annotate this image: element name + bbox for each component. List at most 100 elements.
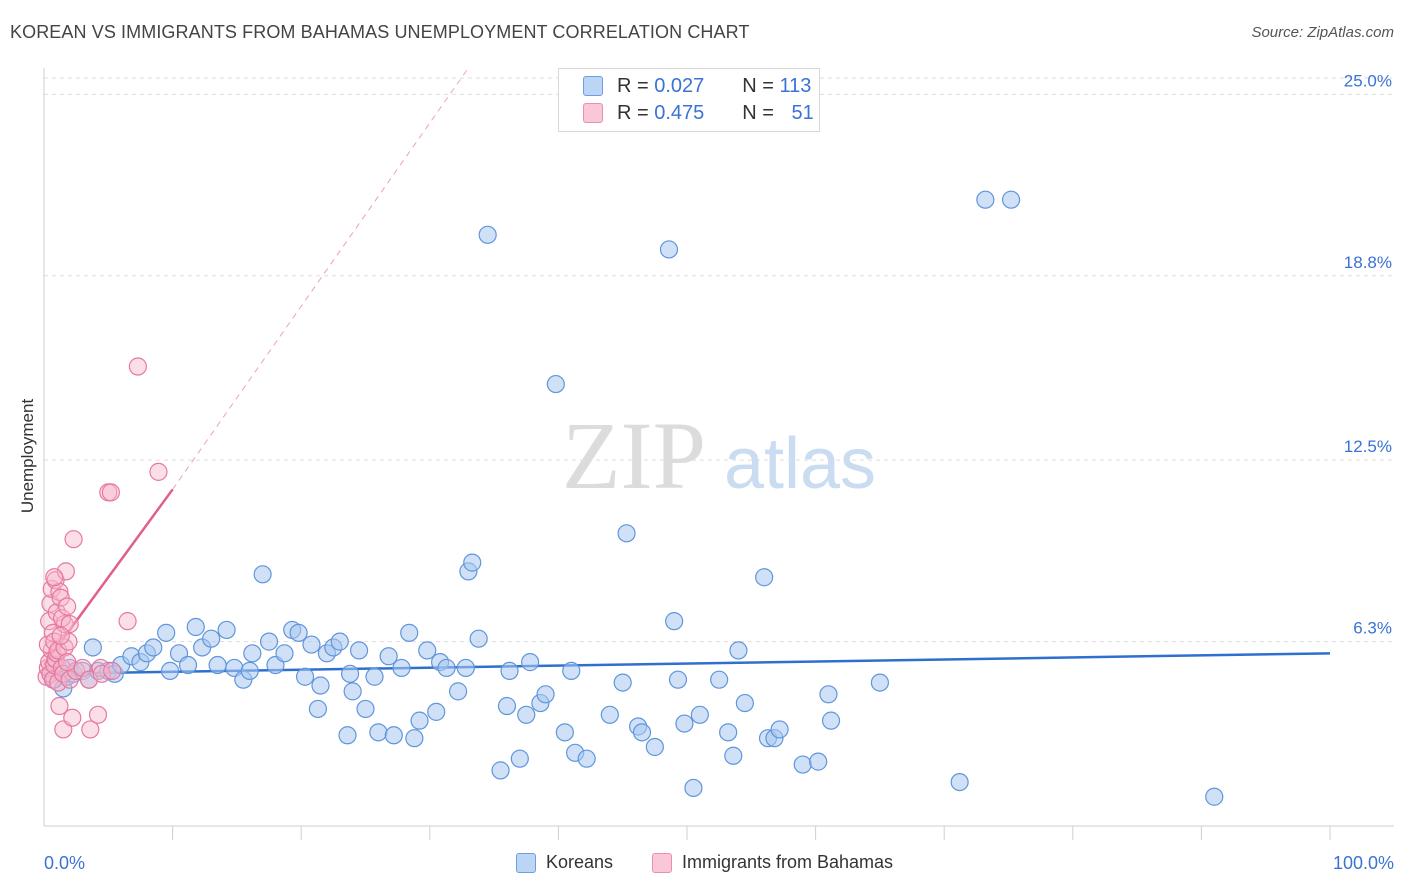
legend-n-label: N = xyxy=(742,74,774,97)
korean-point xyxy=(613,673,632,692)
korean-point xyxy=(144,638,163,657)
korean-point xyxy=(497,696,517,716)
korean-point xyxy=(724,746,743,765)
bahamas-point xyxy=(92,664,111,683)
bahamas-point xyxy=(58,653,77,672)
bahamas-point xyxy=(58,597,77,616)
legend-swatch-pink xyxy=(583,103,603,123)
korean-point xyxy=(83,638,102,657)
korean-point xyxy=(809,752,828,771)
korean-point xyxy=(208,655,227,675)
korean-point xyxy=(675,714,694,733)
korean-point xyxy=(295,667,315,686)
korean-point xyxy=(770,720,789,739)
korean-point xyxy=(577,749,596,768)
y-tick-label: 18.8% xyxy=(1344,253,1392,272)
bahamas-point xyxy=(91,658,110,678)
legend-swatch-blue xyxy=(583,76,603,96)
korean-point xyxy=(645,737,664,757)
bahamas-point xyxy=(128,357,147,376)
bahamas-point xyxy=(63,708,82,727)
x-tick-label-start: 0.0% xyxy=(44,853,85,873)
korean-point xyxy=(659,240,679,259)
korean-point xyxy=(240,661,259,680)
korean-point xyxy=(729,641,748,660)
korean-point xyxy=(536,685,555,704)
korean-point xyxy=(735,693,754,713)
y-tick-label: 25.0% xyxy=(1344,71,1392,90)
korean-point xyxy=(600,705,619,724)
korean-point xyxy=(289,623,308,642)
bahamas-point xyxy=(64,530,83,549)
korean-point xyxy=(469,629,488,648)
korean-point xyxy=(259,632,279,651)
y-tick-label: 12.5% xyxy=(1344,437,1392,456)
korean-point xyxy=(418,641,437,660)
korean-point xyxy=(178,655,198,675)
korean-point xyxy=(330,632,349,651)
bahamas-point xyxy=(88,705,108,724)
korean-point xyxy=(275,644,294,663)
korean-point xyxy=(755,568,774,587)
x-tick-label-end: 100.0% xyxy=(1333,853,1394,873)
bahamas-point xyxy=(149,462,168,481)
korean-point xyxy=(186,617,205,637)
korean-point xyxy=(510,749,529,768)
legend-label-bahamas: Immigrants from Bahamas xyxy=(682,852,894,872)
korean-point xyxy=(427,702,446,721)
korean-point xyxy=(202,629,221,648)
korean-point xyxy=(392,658,411,678)
bahamas-point xyxy=(73,658,92,678)
korean-point xyxy=(617,524,636,543)
watermark-atlas: atlas xyxy=(724,424,876,504)
legend-n-label: N = xyxy=(742,101,774,124)
bahamas-point xyxy=(49,673,68,692)
korean-point xyxy=(950,773,969,792)
source-label: Source: ZipAtlas.com xyxy=(1251,24,1394,41)
korean-point xyxy=(369,723,388,742)
korean-point xyxy=(405,729,424,748)
bahamas-point xyxy=(118,612,137,631)
korean-point xyxy=(356,699,375,719)
legend-row-koreans: R = 0.027 N = 113 xyxy=(583,73,811,99)
bahamas-point xyxy=(45,568,64,587)
korean-point xyxy=(555,723,574,742)
legend-label-koreans: Koreans xyxy=(546,852,614,872)
bottom-legend-bahamas: Immigrants from Bahamas xyxy=(652,852,893,873)
bahamas-point xyxy=(56,562,75,581)
korean-point xyxy=(463,553,482,572)
korean-point xyxy=(684,778,703,798)
korean-point xyxy=(379,647,398,666)
korean-point xyxy=(976,190,995,209)
bahamas-point xyxy=(51,626,70,645)
korean-point xyxy=(690,705,709,724)
bahamas-trend-line xyxy=(42,488,174,666)
korean-point xyxy=(710,670,729,689)
bahamas-point xyxy=(103,661,122,680)
korean-point xyxy=(157,623,176,642)
legend-r-value: 0.027 xyxy=(654,74,705,97)
bahamas-point xyxy=(50,696,69,716)
legend-swatch-bahamas xyxy=(652,852,672,873)
korean-point xyxy=(384,726,403,745)
korean-point xyxy=(668,670,688,689)
korean-point xyxy=(1205,787,1224,806)
bahamas-point xyxy=(81,720,100,739)
korean-point xyxy=(340,664,360,683)
korean-point xyxy=(456,658,475,678)
watermark-zip: ZIP xyxy=(562,402,706,509)
korean-point xyxy=(253,565,272,584)
korean-point xyxy=(517,705,536,724)
legend-r-value: 0.475 xyxy=(654,101,705,124)
legend-n-value: 51 xyxy=(791,101,814,124)
korean-point xyxy=(821,711,841,730)
korean-point xyxy=(521,653,540,672)
korean-point xyxy=(437,658,456,678)
korean-point xyxy=(793,755,812,774)
korean-point xyxy=(400,623,419,642)
korean-point xyxy=(343,682,362,701)
korean-point xyxy=(478,225,497,244)
korean-point xyxy=(870,673,890,692)
korean-point xyxy=(308,699,328,719)
korean-point xyxy=(349,641,369,660)
